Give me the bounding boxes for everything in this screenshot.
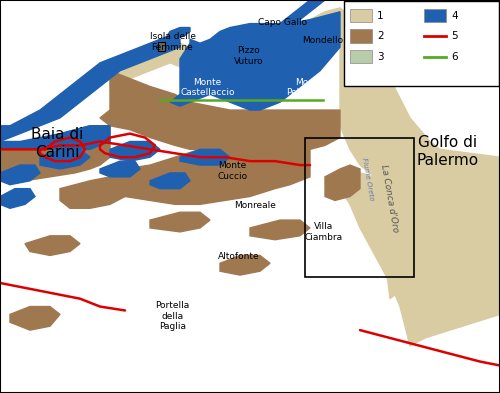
Polygon shape — [0, 126, 110, 149]
Text: Baia di
Carini: Baia di Carini — [32, 127, 84, 160]
Text: Monte
Cuccio: Monte Cuccio — [218, 161, 248, 181]
Text: Monte
Pellegrino: Monte Pellegrino — [286, 77, 332, 97]
Bar — [350, 50, 372, 63]
Polygon shape — [150, 212, 210, 232]
Polygon shape — [220, 255, 270, 275]
Text: La Conca d'Oro: La Conca d'Oro — [378, 164, 400, 233]
Text: Golfo di
Palermo: Golfo di Palermo — [416, 135, 478, 167]
Bar — [350, 29, 372, 43]
Polygon shape — [165, 28, 190, 39]
Polygon shape — [110, 141, 160, 161]
Text: Fiume Oreto: Fiume Oreto — [362, 157, 374, 201]
Polygon shape — [180, 149, 230, 165]
Text: 2: 2 — [377, 31, 384, 41]
Polygon shape — [60, 177, 125, 208]
Bar — [350, 9, 372, 22]
Text: Isola delle
Femmine: Isola delle Femmine — [150, 32, 196, 52]
Polygon shape — [325, 165, 360, 200]
Polygon shape — [100, 71, 340, 149]
Polygon shape — [0, 0, 340, 110]
Polygon shape — [340, 173, 500, 346]
Text: Monte
Castellaccio: Monte Castellaccio — [180, 77, 235, 97]
Polygon shape — [340, 8, 500, 299]
Bar — [424, 9, 446, 22]
Text: Mondello: Mondello — [302, 36, 343, 45]
Polygon shape — [40, 149, 90, 169]
Polygon shape — [150, 173, 190, 189]
Polygon shape — [10, 307, 60, 330]
Polygon shape — [250, 0, 325, 47]
Text: 1: 1 — [377, 11, 384, 21]
Bar — [305, 138, 414, 277]
Text: Portella
della
Paglia: Portella della Paglia — [156, 301, 190, 331]
Polygon shape — [0, 35, 180, 141]
Bar — [344, 1, 499, 86]
Polygon shape — [0, 126, 110, 181]
Text: 3: 3 — [377, 51, 384, 62]
Polygon shape — [340, 0, 500, 157]
Bar — [158, 42, 164, 51]
Text: 5: 5 — [451, 31, 458, 41]
Text: Pizzo
Vuturo: Pizzo Vuturo — [234, 46, 264, 66]
Polygon shape — [110, 8, 340, 86]
Text: Altofonte: Altofonte — [218, 252, 260, 261]
Polygon shape — [100, 161, 140, 177]
Polygon shape — [170, 12, 340, 110]
Text: 6: 6 — [451, 51, 458, 62]
Text: Capo Gallo: Capo Gallo — [258, 18, 307, 26]
Polygon shape — [125, 149, 310, 204]
Text: Monreale: Monreale — [234, 201, 276, 209]
Text: 4: 4 — [451, 11, 458, 21]
Polygon shape — [0, 189, 35, 208]
Polygon shape — [0, 165, 40, 185]
Polygon shape — [250, 220, 310, 240]
Text: Villa
Ciambra: Villa Ciambra — [305, 222, 343, 242]
Polygon shape — [25, 236, 80, 255]
